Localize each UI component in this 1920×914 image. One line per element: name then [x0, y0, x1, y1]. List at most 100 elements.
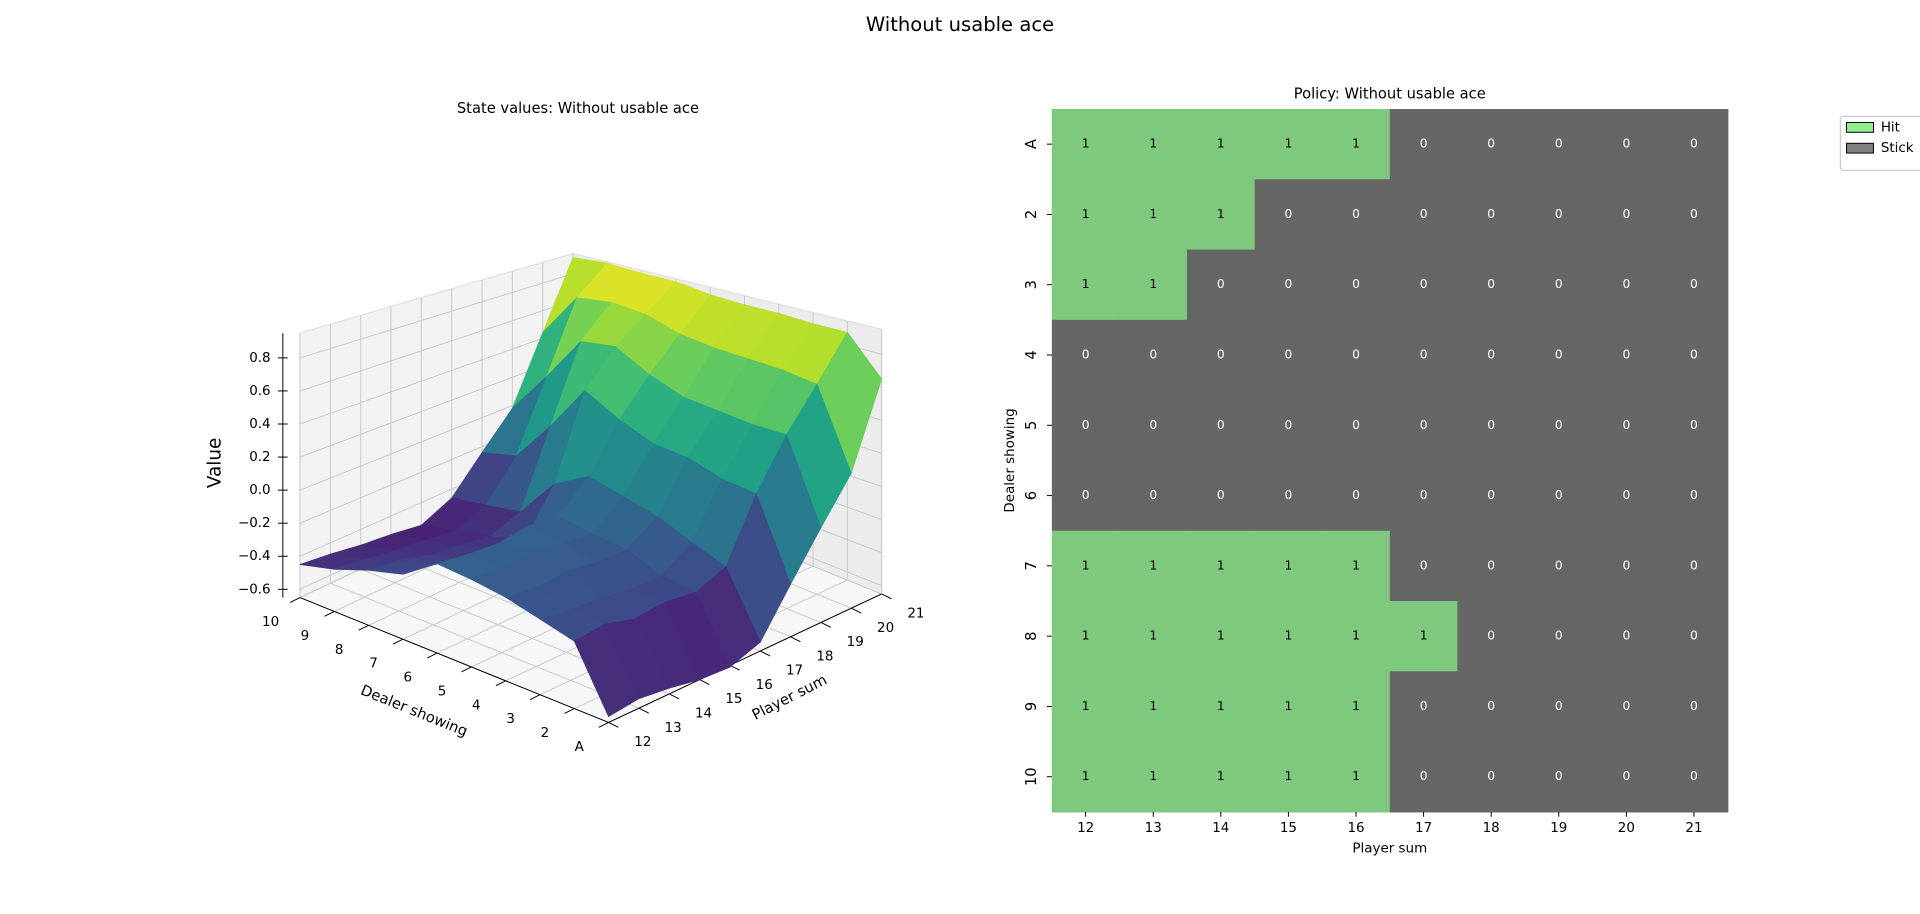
- x-tick-label: 14: [695, 706, 712, 721]
- cell-label: 1: [1082, 137, 1090, 151]
- heatmap-cell: [1254, 179, 1323, 251]
- cell-label: 0: [1149, 418, 1157, 432]
- heatmap-cell: [1187, 601, 1256, 672]
- heatmap-cell: [1187, 390, 1256, 462]
- cell-label: 0: [1352, 207, 1360, 221]
- cell-label: 1: [1149, 277, 1157, 291]
- heatmap-cell: [1524, 460, 1594, 532]
- heatmap-cell: [1660, 741, 1729, 813]
- y-tick-label: 5: [1023, 421, 1040, 430]
- surface-face: [573, 623, 640, 718]
- cell-label: 0: [1352, 488, 1360, 502]
- heatmap-cell: [1254, 601, 1323, 672]
- tick-mark: [392, 638, 404, 645]
- cell-label: 1: [1285, 769, 1293, 783]
- cell-label: 1: [1149, 137, 1157, 151]
- heatmap-cell: [1051, 530, 1121, 602]
- cell-label: 1: [1217, 207, 1225, 221]
- heatmap-cell: [1660, 179, 1729, 251]
- heatmap-cell: [1457, 108, 1526, 180]
- tick-mark: [324, 611, 335, 617]
- cell-label: 1: [1217, 629, 1225, 643]
- heatmap-cell: [1322, 249, 1391, 321]
- cell-label: 0: [1420, 418, 1428, 432]
- cell-label: 1: [1352, 137, 1360, 151]
- cell-label: 1: [1082, 558, 1090, 572]
- x-tick-label: 21: [1685, 821, 1702, 836]
- cell-label: 0: [1555, 137, 1563, 151]
- cell-label: 0: [1622, 347, 1630, 361]
- heatmap-cell: [1457, 319, 1526, 391]
- cell-label: 0: [1690, 277, 1698, 291]
- heatmap-cell: [1660, 601, 1729, 672]
- heatmap-cell: [1187, 179, 1256, 251]
- y-tick-label: 2: [1023, 210, 1040, 219]
- z-tick-label: −0.2: [238, 516, 271, 531]
- cell-label: 0: [1622, 629, 1630, 643]
- z-tick-label: 0.0: [249, 483, 270, 498]
- cell-label: 0: [1420, 347, 1428, 361]
- heatmap-cell: [1322, 671, 1391, 743]
- heatmap-cell: [1254, 671, 1323, 743]
- heatmap-cell: [1051, 249, 1121, 321]
- cell-label: 1: [1149, 629, 1157, 643]
- heatmap-cell: [1254, 249, 1323, 321]
- cell-label: 1: [1352, 699, 1360, 713]
- heatmap-cell: [1524, 530, 1594, 602]
- cell-label: 0: [1622, 418, 1630, 432]
- cell-label: 0: [1217, 418, 1225, 432]
- cell-label: 0: [1690, 488, 1698, 502]
- heatmap-cell: [1187, 319, 1256, 391]
- cell-label: 0: [1622, 277, 1630, 291]
- heatmap-cell: [1389, 108, 1458, 180]
- cell-label: 0: [1622, 558, 1630, 572]
- cell-label: 0: [1352, 347, 1360, 361]
- cell-label: 1: [1082, 277, 1090, 291]
- heatmap-cell: [1592, 319, 1661, 391]
- cell-label: 0: [1285, 488, 1293, 502]
- heatmap-cell: [1660, 530, 1729, 602]
- heatmap-cell: [1322, 390, 1391, 462]
- y-tick-label: 6: [403, 671, 412, 686]
- heatmap-cell: [1524, 108, 1594, 180]
- heatmap-cell: [1254, 460, 1323, 532]
- z-tick-label: −0.6: [238, 582, 271, 597]
- heatmap-cell: [1592, 741, 1661, 813]
- x-tick-label: 19: [847, 635, 864, 650]
- heatmap-cell: [1457, 741, 1526, 813]
- y-tick-label: 9: [301, 629, 310, 644]
- cell-label: 0: [1622, 699, 1630, 713]
- heatmap-cell: [1457, 390, 1526, 462]
- x-tick-label: 18: [1483, 821, 1500, 836]
- y-tick-label: 5: [438, 684, 447, 699]
- cell-label: 0: [1690, 137, 1698, 151]
- heatmap-cell: [1457, 460, 1526, 532]
- tick-mark: [427, 652, 438, 659]
- cell-label: 1: [1352, 629, 1360, 643]
- heatmap-cell: [1524, 741, 1594, 813]
- cell-label: 0: [1690, 558, 1698, 572]
- cell-label: 0: [1217, 488, 1225, 502]
- heatmap-cell: [1524, 601, 1594, 672]
- cell-label: 1: [1217, 699, 1225, 713]
- tick-mark: [851, 607, 862, 614]
- heatmap-cell: [1524, 249, 1594, 321]
- tick-mark: [289, 597, 301, 603]
- heatmap-cell: [1051, 390, 1121, 462]
- cell-label: 0: [1352, 418, 1360, 432]
- heatmap-cell: [1389, 249, 1458, 321]
- heatmap-cell: [1389, 530, 1458, 602]
- heatmap-cell: [1592, 390, 1661, 462]
- heatmap-cell: [1119, 319, 1188, 391]
- heatmap-cell: [1051, 319, 1121, 391]
- heatmap-cell: [1187, 530, 1256, 602]
- z-axis-label: Value: [205, 438, 226, 488]
- heatmap-cell: [1119, 390, 1188, 462]
- legend-label: Hit: [1881, 120, 1900, 135]
- x-tick-label: 20: [1618, 821, 1635, 836]
- y-tick-label: 6: [1023, 491, 1040, 500]
- y-tick-label: 10: [1023, 767, 1040, 786]
- cell-label: 0: [1285, 277, 1293, 291]
- heatmap-cell: [1254, 108, 1323, 180]
